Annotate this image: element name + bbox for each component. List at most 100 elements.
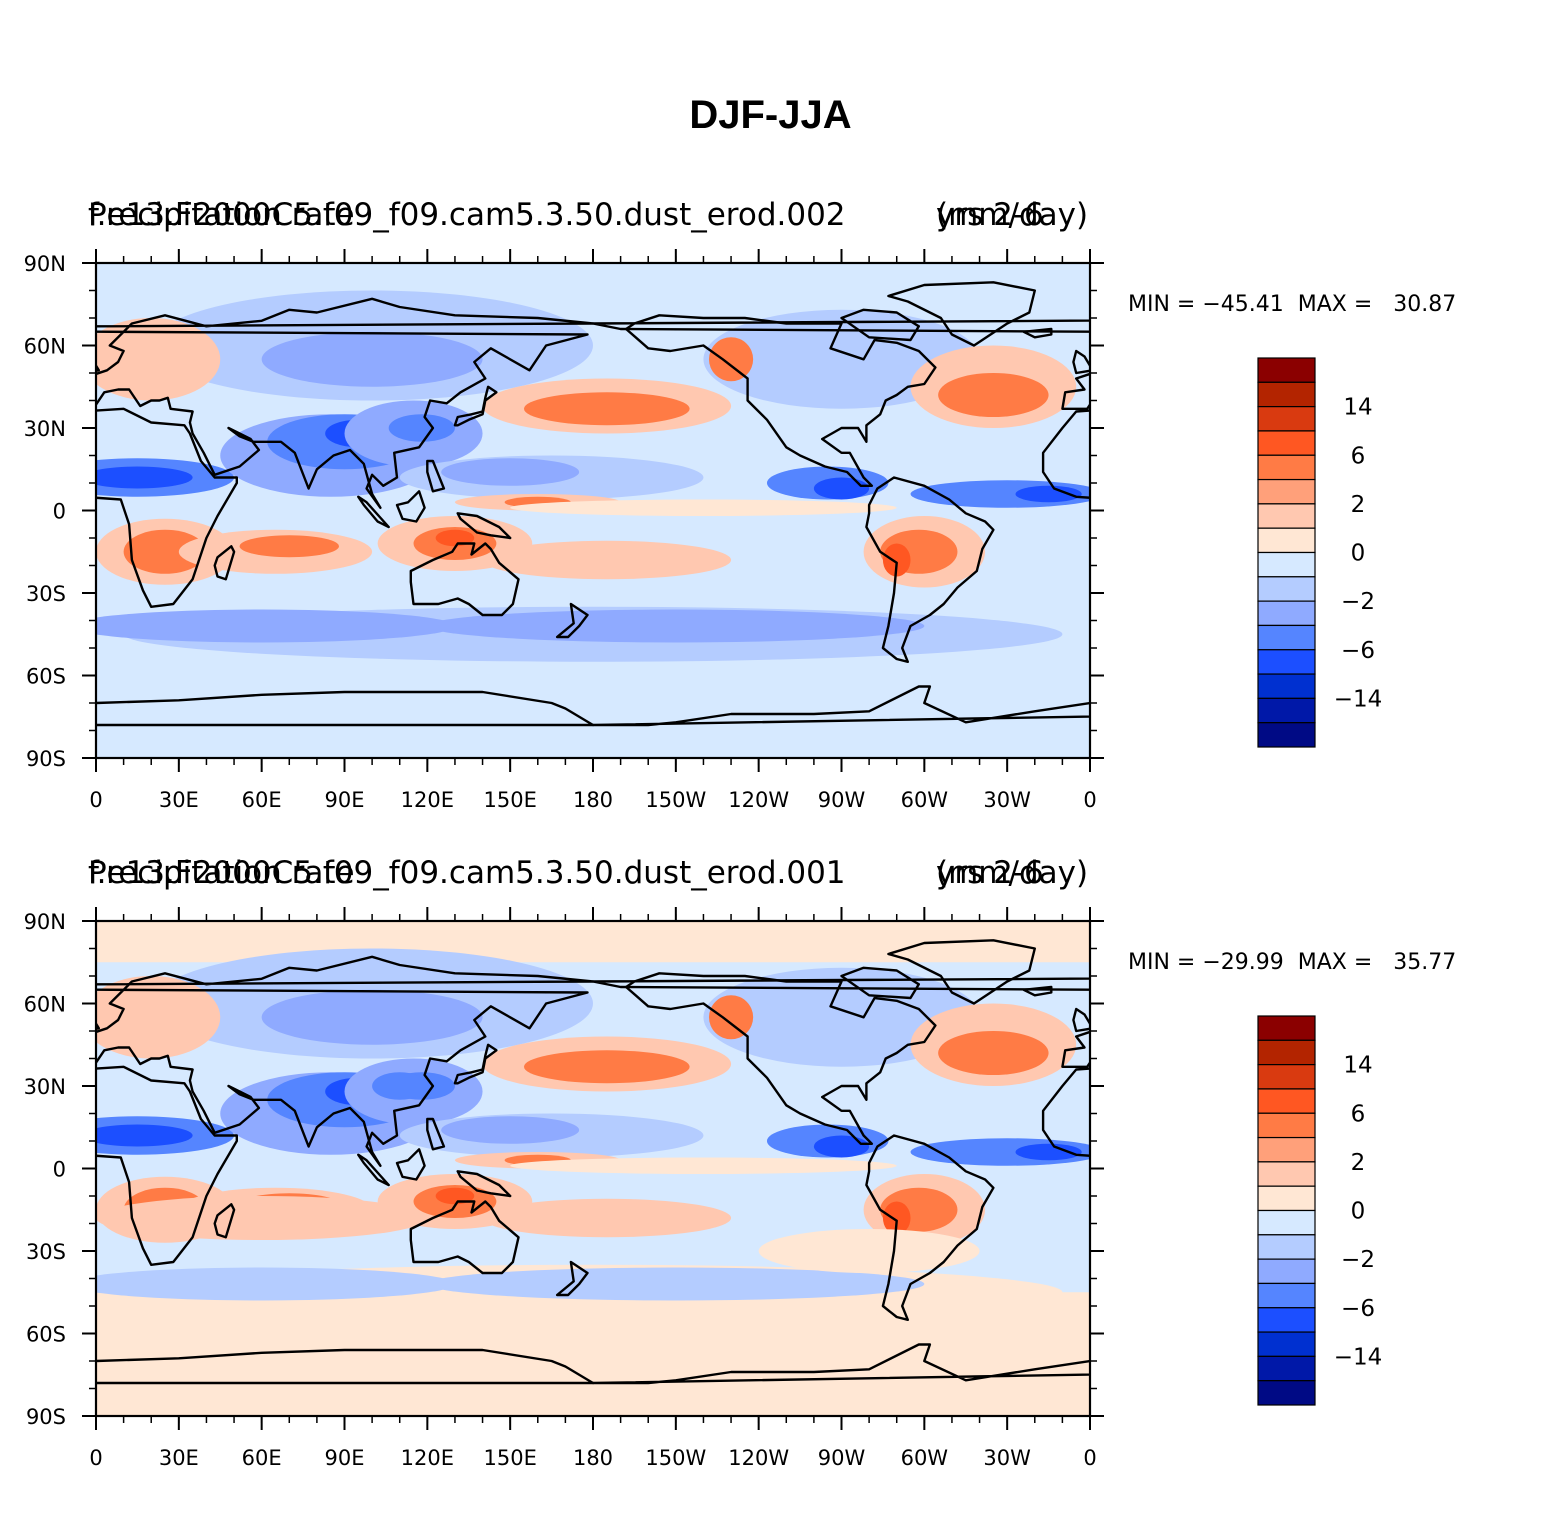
colorbar-label: −6 [1341,638,1375,664]
madagascar-coastline [213,1203,236,1239]
lon-tick-label: 120E [401,788,454,812]
lat-tick-label: 30S [26,582,66,606]
panel-years: yrs 2-6 [936,855,1044,891]
new-zealand-coastline [555,1260,589,1297]
north-america-coastline [624,314,937,487]
precip-anomaly-region [1015,485,1082,503]
colorbar-label: 14 [1343,1053,1372,1079]
japan-coastline [453,1043,498,1085]
precip-anomaly-region [482,540,732,580]
colorbar-swatch [1257,1234,1316,1260]
coastlines [96,939,1090,1385]
baffin-island-coastline [840,308,920,342]
precip-anomaly-region [261,989,483,1045]
lon-tick-label: 60E [242,788,282,812]
british-isles-coastline [1072,349,1090,375]
precip-anomaly-region [523,392,690,426]
colorbar-swatch [1257,527,1316,554]
precip-anomaly-region [510,1157,897,1174]
lat-tick-label: 0 [53,500,66,524]
lon-tick-label: 90W [818,1446,866,1470]
colorbar-swatch [1257,1355,1316,1382]
lat-tick-label: 60S [26,1323,66,1347]
antarctica-coastline [96,1348,595,1385]
colorbar-swatch [1257,722,1316,748]
colorbar-swatch [1257,1112,1316,1139]
colorbar-swatch [1257,649,1316,675]
colorbar-label: 2 [1351,1150,1366,1176]
panel-left-title: Precipitation rate f.e13.F2000C5.f09_f09… [88,858,846,889]
precip-anomaly-region [239,535,339,558]
axis-ticks: 90N 60N 30N 0 30S 60S 90S 0 30E 60E 90E 120E 150E 180… [24,249,1104,812]
colorbar-label: 6 [1351,443,1366,469]
sumatra-coastline [357,1153,390,1187]
lon-tick-label: 120E [401,1446,454,1470]
borneo-coastline [395,1148,426,1181]
antarctica-coastline [591,1343,1090,1385]
greenland-coastline [887,281,1037,347]
antarctica-coastline [591,685,1090,727]
lat-tick-label: 90S [26,747,66,771]
colorbar-label: −2 [1341,1247,1375,1273]
panel-variable-title: Precipitation rate [88,197,355,233]
colorbar-swatch [1257,1064,1316,1090]
precip-anomaly-region [882,543,911,577]
colorbar-label: −14 [1334,1344,1383,1370]
lat-tick-label: 0 [53,1158,66,1182]
colorbar-swatch [1257,1136,1316,1163]
north-america-coastline [624,972,937,1145]
panel-case-name: f.e13.F2000C5.f09_f09.cam5.3.50.dust_ero… [88,197,846,233]
lon-tick-label: 90E [325,1446,365,1470]
precip-difference-map: 90N 60N 30N 0 30S 60S 90S 0 30E 60E 90E 120E 150E 180… [24,907,1104,1470]
colorbar: 14 6 2 0 −2 −6 −14 [1257,1015,1383,1406]
precip-anomaly-region [938,1031,1049,1075]
colorbar-label: 0 [1351,541,1366,567]
lon-tick-label: 150W [645,788,706,812]
precip-anomaly-region [708,337,754,382]
precip-anomaly-region [427,609,925,643]
precip-anomaly-region [882,1201,911,1235]
colorbar-label: −2 [1341,589,1375,615]
madagascar-coastline [213,545,236,581]
precip-anomaly-region [96,609,455,643]
philippines-coastline [426,1117,446,1151]
panel-left-title: Precipitation rate f.e13.F2000C5.f09_f09… [88,200,846,231]
iceland-coastline [1022,985,1053,997]
min-max-stats: MIN = −29.99 MAX = 35.77 [1128,950,1457,975]
lon-tick-label: 150E [483,1446,536,1470]
lat-tick-label: 30S [26,1240,66,1264]
colorbar-swatch [1257,673,1316,699]
australia-coastline [409,542,520,617]
colorbar-swatch [1257,600,1316,627]
australia-coastline [409,1200,520,1275]
colorbar-swatch [1257,1331,1316,1357]
lon-tick-label: 60W [901,1446,949,1470]
borneo-coastline [395,490,426,523]
lon-tick-label: 90W [818,788,866,812]
precip-anomaly-region [938,373,1049,417]
africa-coastline [96,407,239,608]
lat-tick-label: 30N [24,1075,66,1099]
precip-anomaly-region [1015,1143,1082,1161]
colorbar-swatch [1257,357,1316,383]
colorbar-swatch [1257,478,1316,505]
lon-tick-label: 180 [573,788,613,812]
precip-anomaly-region [523,1050,690,1084]
precip-anomaly-region [96,1124,193,1147]
coastlines [96,281,1090,727]
colorbar-swatch [1257,1185,1316,1212]
precip-anomaly-region [813,1135,870,1158]
colorbar-swatch [1257,624,1316,651]
south-america-coastline [865,476,995,663]
sumatra-coastline [357,495,390,529]
precip-anomaly-region [435,529,475,547]
colorbar-swatch [1257,406,1316,432]
precip-anomaly-region [261,331,483,387]
precip-anomaly-region [96,466,193,489]
main-title: DJF-JJA [689,93,852,137]
colorbar: 14 6 2 0 −2 −6 −14 [1257,357,1382,748]
panel-variable-title: Precipitation rate [88,855,355,891]
colorbar-swatch [1257,697,1316,724]
eurasia-coastline [96,297,595,509]
lon-tick-label: 0 [1083,1446,1096,1470]
